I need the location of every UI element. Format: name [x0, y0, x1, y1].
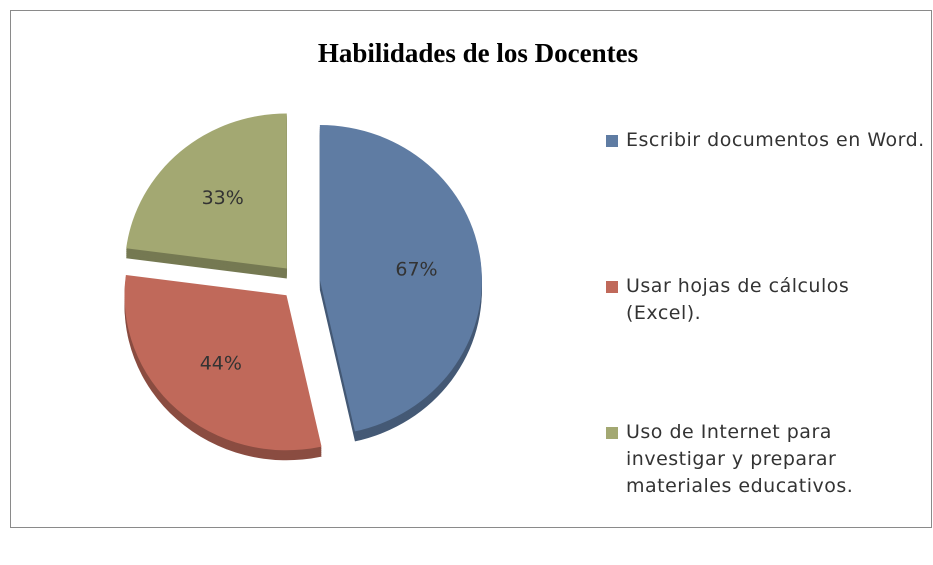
legend-swatch: [606, 281, 618, 293]
legend-swatch: [606, 135, 618, 147]
legend: Escribir documentos en Word. Usar hojas d…: [606, 127, 926, 565]
legend-label: Usar hojas de cálculos (Excel).: [626, 275, 850, 324]
chart-container: Habilidades de los Docentes 67% 44% 33% Es…: [10, 10, 932, 528]
data-label: 33%: [202, 187, 244, 209]
legend-item: Uso de Internet para investigar y prepar…: [606, 419, 926, 565]
slice: [126, 113, 287, 269]
legend-item: Escribir documentos en Word.: [606, 127, 926, 273]
legend-swatch: [606, 427, 618, 439]
legend-item: Usar hojas de cálculos (Excel).: [606, 273, 926, 419]
chart: Habilidades de los Docentes 67% 44% 33%: [10, 10, 932, 528]
data-label: 67%: [395, 258, 437, 280]
legend-label: Escribir documentos en Word.: [626, 129, 925, 151]
legend-label: Uso de Internet para investigar y prepar…: [626, 421, 854, 497]
data-label: 44%: [200, 352, 242, 374]
chart-title: Habilidades de los Docentes: [318, 38, 638, 68]
slice: [124, 275, 322, 451]
slice: [319, 125, 482, 432]
